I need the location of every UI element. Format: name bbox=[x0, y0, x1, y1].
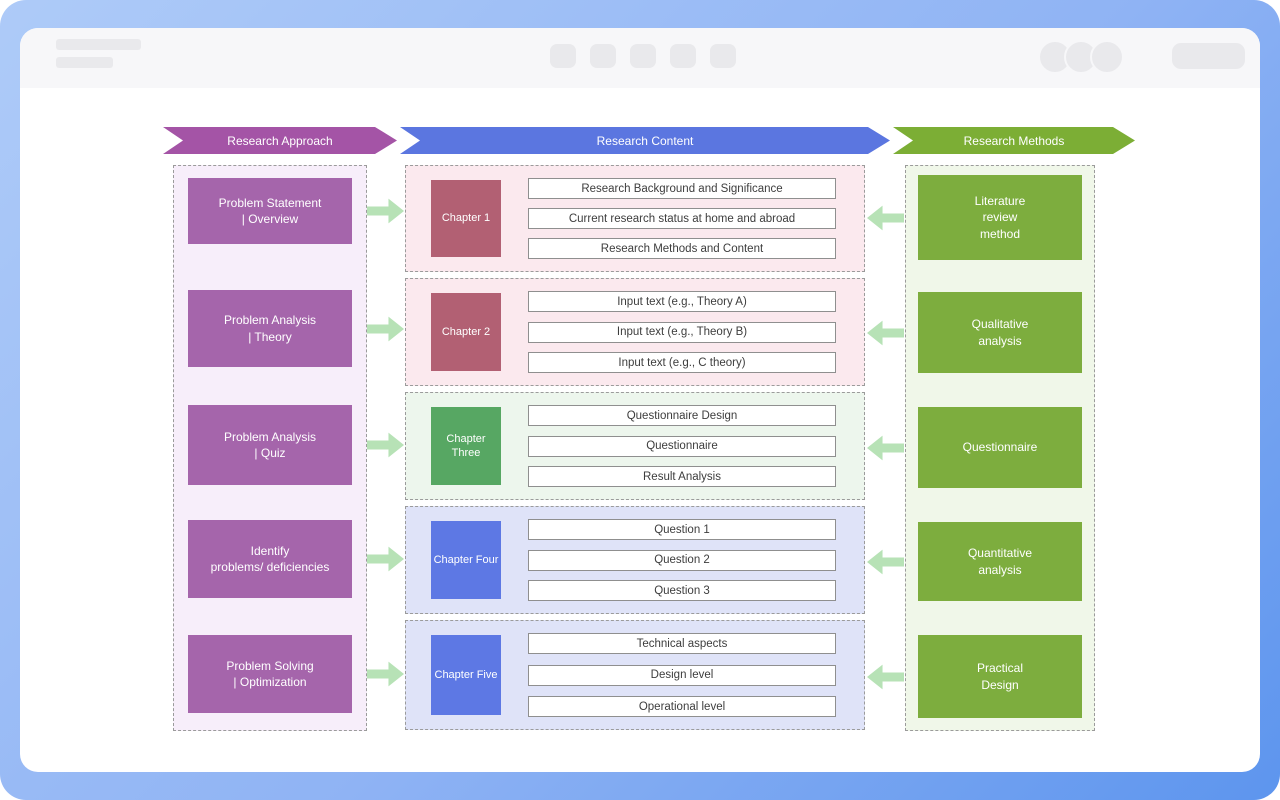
content-row: Design level bbox=[528, 664, 836, 686]
methods-box: Practical Design bbox=[918, 635, 1082, 718]
content-row: Current research status at home and abro… bbox=[528, 208, 836, 229]
toolbar-button-placeholder bbox=[590, 44, 616, 68]
content-row: Research Background and Significance bbox=[528, 178, 836, 199]
approach-box: Problem Analysis | Theory bbox=[188, 290, 352, 367]
chapter-box: Chapter Four bbox=[431, 521, 501, 599]
content-row: Input text (e.g., C theory) bbox=[528, 352, 836, 373]
banner-research-approach: Research Approach bbox=[163, 127, 397, 154]
content-row: Research Methods and Content bbox=[528, 238, 836, 259]
arrow-left-icon bbox=[867, 205, 904, 231]
arrow-right-icon bbox=[367, 661, 404, 687]
arrow-right-icon bbox=[367, 432, 404, 458]
methods-box: Quantitative analysis bbox=[918, 522, 1082, 601]
chapter-box: Chapter Five bbox=[431, 635, 501, 715]
chapter-box: Chapter Three bbox=[431, 407, 501, 485]
content-row: Result Analysis bbox=[528, 466, 836, 487]
banner-research-methods: Research Methods bbox=[893, 127, 1135, 154]
methods-box: Literature review method bbox=[918, 175, 1082, 260]
content-rows: Technical aspects Design level Operation… bbox=[528, 633, 836, 717]
content-row: Input text (e.g., Theory A) bbox=[528, 291, 836, 312]
arrow-left-icon bbox=[867, 549, 904, 575]
banner-label: Research Content bbox=[596, 133, 694, 148]
arrow-right-icon bbox=[367, 316, 404, 342]
content-rows: Questionnaire Design Questionnaire Resul… bbox=[528, 405, 836, 487]
chapter-box: Chapter 1 bbox=[431, 180, 501, 257]
app-window: Research Approach Research Content Resea… bbox=[20, 28, 1260, 772]
toolbar-button-placeholder bbox=[710, 44, 736, 68]
content-group: Chapter Four Question 1 Question 2 Quest… bbox=[405, 506, 865, 614]
arrow-left-icon bbox=[867, 435, 904, 461]
avatar bbox=[1090, 40, 1124, 74]
browser-toolbar bbox=[20, 28, 1260, 88]
banner-label: Research Approach bbox=[227, 133, 333, 148]
methods-box: Questionnaire bbox=[918, 407, 1082, 488]
content-row: Operational level bbox=[528, 696, 836, 717]
content-group: Chapter 1 Research Background and Signif… bbox=[405, 165, 865, 272]
content-group: Chapter Three Questionnaire Design Quest… bbox=[405, 392, 865, 500]
banner-research-content: Research Content bbox=[400, 127, 890, 154]
approach-box: Problem Solving | Optimization bbox=[188, 635, 352, 713]
approach-box: Problem Analysis | Quiz bbox=[188, 405, 352, 485]
banner-label: Research Methods bbox=[963, 133, 1065, 148]
toolbar-action-placeholder bbox=[1172, 43, 1245, 69]
approach-box: Problem Statement | Overview bbox=[188, 178, 352, 244]
content-rows: Research Background and Significance Cur… bbox=[528, 178, 836, 259]
content-rows: Input text (e.g., Theory A) Input text (… bbox=[528, 291, 836, 373]
methods-box: Qualitative analysis bbox=[918, 292, 1082, 373]
arrow-left-icon bbox=[867, 320, 904, 346]
content-row: Questionnaire bbox=[528, 435, 836, 457]
content-group: Chapter 2 Input text (e.g., Theory A) In… bbox=[405, 278, 865, 386]
arrow-right-icon bbox=[367, 198, 404, 224]
approach-box: Identify problems/ deficiencies bbox=[188, 520, 352, 598]
toolbar-button-placeholder bbox=[550, 44, 576, 68]
content-group: Chapter Five Technical aspects Design le… bbox=[405, 620, 865, 730]
toolbar-subtitle-skeleton bbox=[56, 57, 113, 68]
content-row: Questionnaire Design bbox=[528, 405, 836, 426]
content-row: Question 2 bbox=[528, 549, 836, 571]
chapter-box: Chapter 2 bbox=[431, 293, 501, 371]
arrow-left-icon bbox=[867, 664, 904, 690]
toolbar-title-skeleton bbox=[56, 39, 141, 50]
toolbar-button-placeholder bbox=[630, 44, 656, 68]
content-row: Input text (e.g., Theory B) bbox=[528, 321, 836, 343]
content-rows: Question 1 Question 2 Question 3 bbox=[528, 519, 836, 601]
arrow-right-icon bbox=[367, 546, 404, 572]
toolbar-button-placeholder bbox=[670, 44, 696, 68]
content-row: Question 3 bbox=[528, 580, 836, 601]
content-row: Question 1 bbox=[528, 519, 836, 540]
content-row: Technical aspects bbox=[528, 633, 836, 654]
